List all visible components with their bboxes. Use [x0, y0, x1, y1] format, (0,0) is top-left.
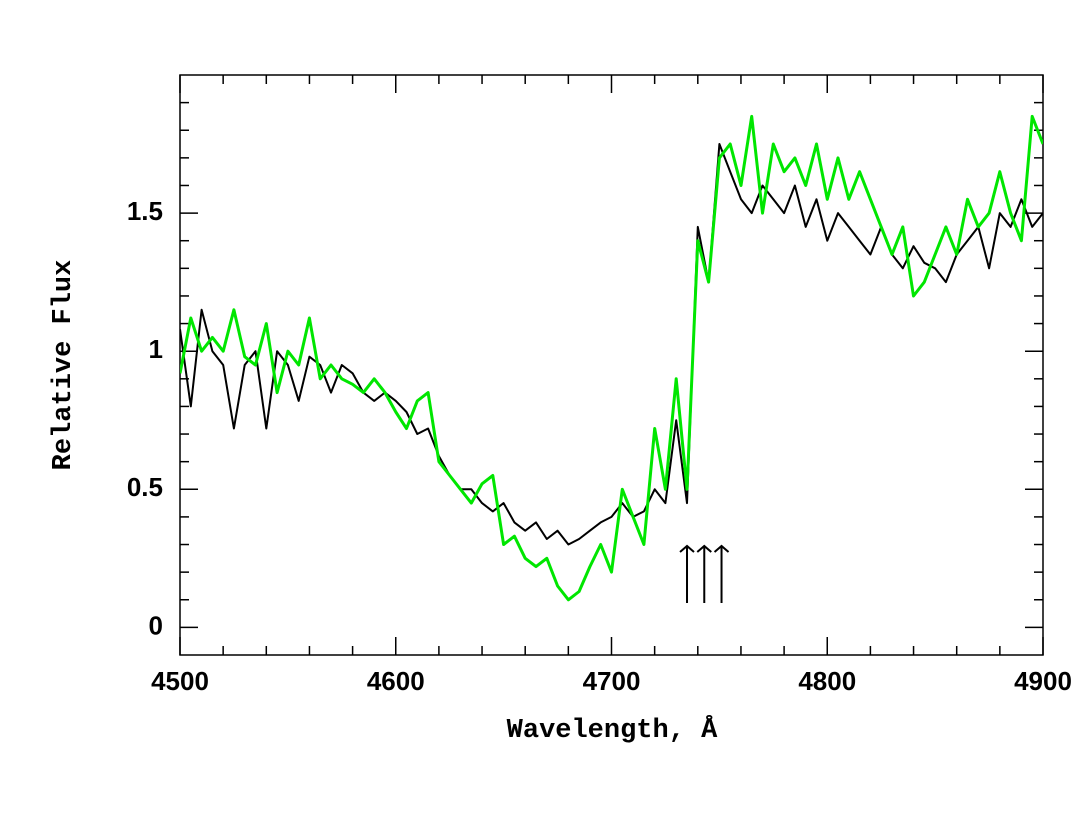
x-tick-label: 4800: [798, 666, 856, 696]
y-tick-label: 0: [149, 610, 163, 640]
y-tick-label: 1: [149, 334, 163, 364]
line-marker-arrow: [696, 544, 712, 603]
x-axis-label: Wavelength, Å: [507, 714, 718, 746]
y-tick-label: 1.5: [127, 196, 163, 226]
x-tick-label: 4900: [1014, 666, 1072, 696]
spectrum-line: [180, 143, 1043, 546]
x-tick-label: 4700: [583, 666, 641, 696]
x-tick-label: 4600: [367, 666, 425, 696]
y-tick-label: 0.5: [127, 472, 163, 502]
line-marker-arrow: [713, 544, 730, 603]
line-marker-arrow: [679, 544, 695, 603]
spectrum-line: [180, 114, 1043, 602]
plot-area: [180, 114, 1043, 602]
y-axis-label: Relative Flux: [49, 260, 79, 471]
x-tick-label: 4500: [151, 666, 209, 696]
